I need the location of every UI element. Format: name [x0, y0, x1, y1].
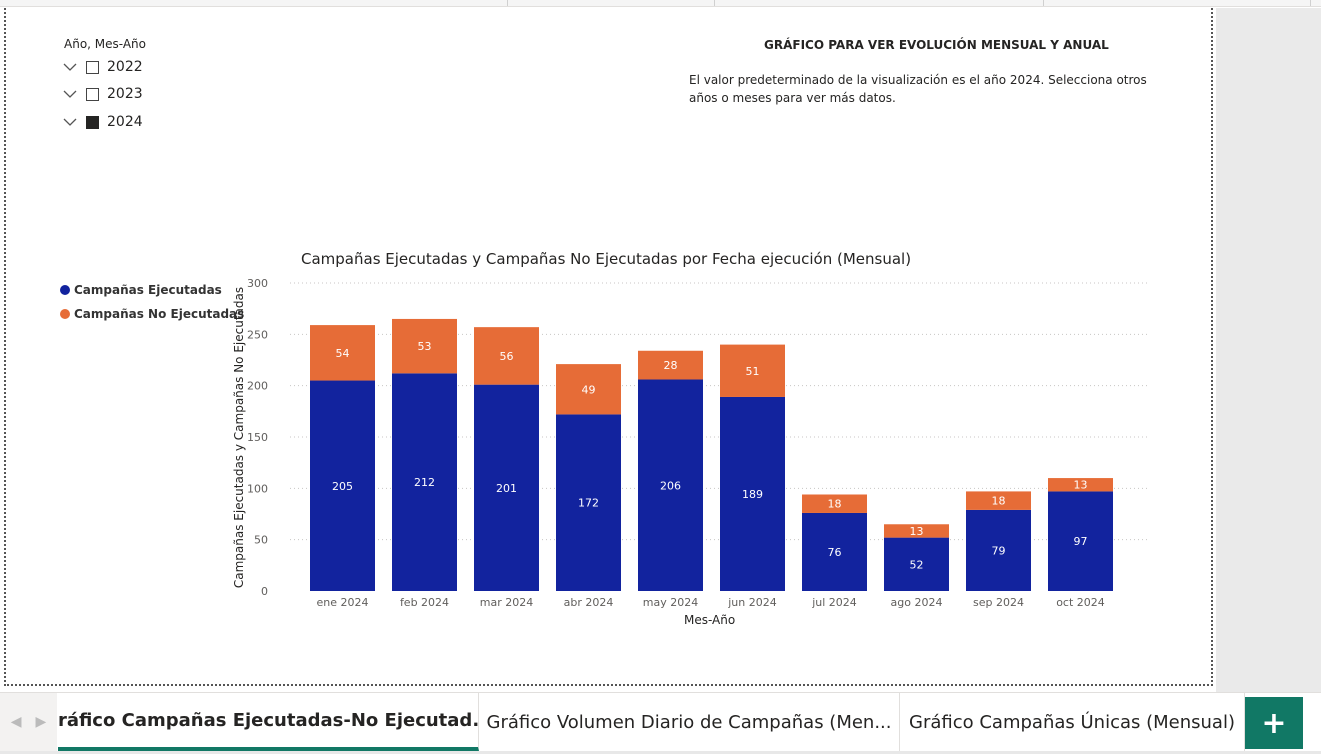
data-label: 52 [910, 558, 924, 571]
tab-nav-arrows: ◀ ▶ [0, 693, 57, 751]
checkbox-checked[interactable] [86, 115, 99, 129]
legend-item-not-executed[interactable]: Campañas No Ejecutadas [60, 302, 244, 326]
bar-not-executed [966, 491, 1031, 510]
info-title: GRÁFICO PARA VER EVOLUCIÓN MENSUAL Y ANU… [764, 38, 1109, 52]
legend-dot [60, 285, 70, 295]
x-tick-label: ene 2024 [317, 596, 369, 609]
bar-not-executed [1048, 478, 1113, 492]
data-label: 212 [414, 476, 435, 489]
slicer-item-2024[interactable]: 2024 [62, 112, 143, 132]
tab-ejecutadas[interactable]: Gráfico Campañas Ejecutadas-No Ejecutad.… [58, 693, 479, 751]
chevron-down-icon[interactable] [62, 116, 78, 128]
add-page-button[interactable]: + [1245, 697, 1303, 749]
chart-legend: Campañas Ejecutadas Campañas No Ejecutad… [60, 278, 244, 326]
x-tick-label: jul 2024 [811, 596, 857, 609]
data-label: 13 [910, 525, 924, 538]
data-label: 56 [500, 350, 514, 363]
bar-executed [802, 512, 867, 591]
chevron-down-icon[interactable] [62, 61, 78, 73]
data-label: 76 [828, 546, 842, 559]
bar-executed [884, 537, 949, 591]
bar-executed [1048, 491, 1113, 591]
ribbon-strip [0, 0, 1321, 7]
slicer-item-label: 2024 [107, 114, 143, 130]
y-tick-label: 150 [247, 431, 268, 444]
bar-not-executed [392, 318, 457, 374]
x-tick-label: oct 2024 [1056, 596, 1105, 609]
data-label: 51 [746, 365, 760, 378]
data-label: 54 [336, 347, 350, 360]
slicer-item-2022[interactable]: 2022 [62, 57, 143, 77]
chart-title: Campañas Ejecutadas y Campañas No Ejecut… [301, 250, 912, 268]
data-label: 97 [1074, 535, 1088, 548]
legend-label: Campañas Ejecutadas [74, 283, 222, 297]
slicer-item-label: 2022 [107, 59, 143, 75]
bar-executed [392, 373, 457, 591]
x-tick-label: mar 2024 [480, 596, 533, 609]
y-tick-label: 50 [254, 534, 268, 547]
data-label: 189 [742, 488, 763, 501]
bar-not-executed [474, 327, 539, 385]
data-label: 205 [332, 480, 353, 493]
bar-not-executed [310, 325, 375, 381]
data-label: 28 [664, 359, 678, 372]
data-label: 201 [496, 482, 517, 495]
bar-not-executed [556, 364, 621, 415]
data-label: 172 [578, 497, 599, 510]
slicer-item-label: 2023 [107, 86, 143, 102]
bar-executed [474, 384, 539, 591]
bar-executed [638, 379, 703, 591]
bar-executed [556, 414, 621, 591]
bar-not-executed [884, 524, 949, 538]
x-tick-label: feb 2024 [400, 596, 449, 609]
canvas-margin [1216, 8, 1321, 692]
data-label: 18 [828, 498, 842, 511]
y-tick-label: 0 [261, 585, 268, 598]
x-tick-label: abr 2024 [564, 596, 614, 609]
data-label: 18 [992, 495, 1006, 508]
bar-executed [720, 396, 785, 591]
chart-plot: 0 50 100 150 200 250 300 205 54 ene 2024 212 53 feb … [247, 277, 1150, 609]
legend-label: Campañas No Ejecutadas [74, 307, 245, 321]
data-label: 79 [992, 544, 1006, 557]
slicer-item-2023[interactable]: 2023 [62, 84, 143, 104]
x-tick-label: jun 2024 [727, 596, 777, 609]
tab-volumen-diario[interactable]: Gráfico Volumen Diario de Campañas (Men.… [479, 693, 900, 751]
data-label: 206 [660, 479, 681, 492]
page-tab-bar: ◀ ▶ Gráfico Campañas Ejecutadas-No Ejecu… [0, 692, 1321, 754]
x-tick-label: may 2024 [643, 596, 698, 609]
info-text: El valor predeterminado de la visualizac… [689, 73, 1147, 105]
checkbox[interactable] [86, 87, 99, 101]
tab-campanas-unicas[interactable]: Gráfico Campañas Únicas (Mensual) [900, 693, 1245, 751]
bar-not-executed [802, 494, 867, 513]
bar-executed [310, 380, 375, 591]
chevron-down-icon[interactable] [62, 88, 78, 100]
bar-not-executed [720, 344, 785, 397]
y-tick-label: 300 [247, 277, 268, 290]
legend-dot [60, 309, 70, 319]
x-axis-label: Mes-Año [684, 613, 736, 627]
bar-executed [966, 509, 1031, 591]
x-tick-label: sep 2024 [973, 596, 1024, 609]
checkbox[interactable] [86, 60, 99, 74]
legend-item-executed[interactable]: Campañas Ejecutadas [60, 278, 244, 302]
data-label: 53 [418, 340, 432, 353]
y-tick-label: 250 [247, 328, 268, 341]
data-label: 49 [582, 383, 596, 396]
y-tick-label: 100 [247, 482, 268, 495]
chevron-right-icon[interactable]: ▶ [35, 714, 47, 730]
chevron-left-icon[interactable]: ◀ [10, 714, 22, 730]
bar-not-executed [638, 350, 703, 380]
data-label: 13 [1074, 479, 1088, 492]
y-tick-label: 200 [247, 380, 268, 393]
x-tick-label: ago 2024 [891, 596, 943, 609]
slicer-title: Año, Mes-Año [64, 37, 146, 51]
